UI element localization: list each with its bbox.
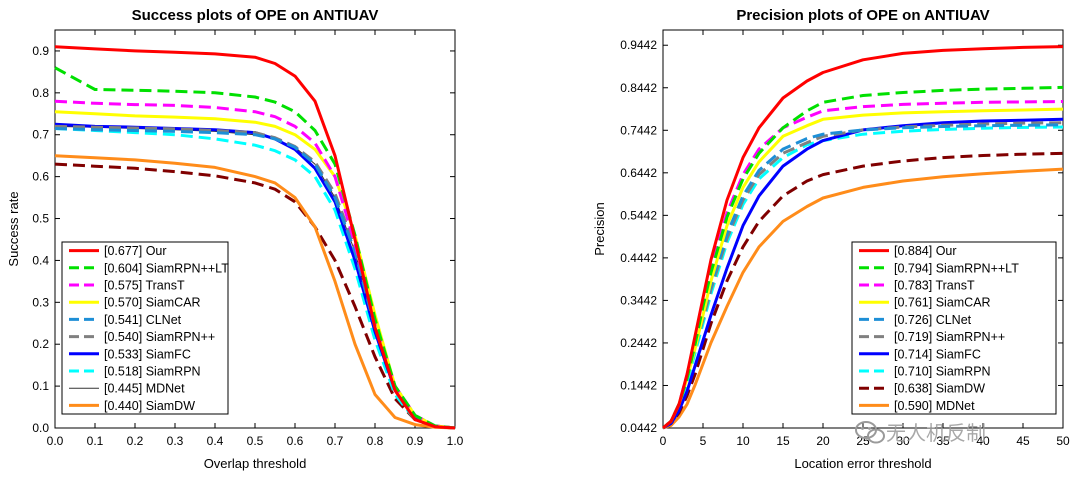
x-axis-label: Overlap threshold [204,456,307,471]
x-tick-label: 0 [660,434,667,448]
watermark: 无人机反制 [855,421,986,445]
legend: [0.677] Our [0.604] SiamRPN++LT [0.575] Tr… [61,241,229,415]
y-tick-label: 0.8442 [620,81,657,95]
series-line-our [54,45,456,430]
x-tick-label: 45 [1016,434,1030,448]
y-tick-label: 0.8 [32,86,49,100]
y-tick-label: 0.1 [32,379,49,393]
chart-title: Success plots of OPE on ANTIUAV [132,7,379,24]
legend-label: [0.884] Our [894,244,957,258]
y-tick-label: 0.1442 [620,378,657,392]
x-tick-label: 20 [816,434,830,448]
x-tick-label: 0.1 [87,434,104,448]
series-group [54,45,456,430]
legend-label: [0.677] Our [104,244,167,258]
x-tick-label: 5 [700,434,707,448]
y-tick-label: 0.7442 [620,123,657,137]
legend-label: [0.761] SiamCAR [894,296,991,310]
legend-label: [0.533] SiamFC [104,347,191,361]
legend-label: [0.783] TransT [894,279,975,293]
series-line-siamfc [662,117,1064,430]
y-tick-label: 0.9 [32,44,49,58]
y-tick-label: 0.9442 [620,38,657,52]
x-tick-label: 0.5 [247,434,264,448]
x-axis-label: Location error threshold [794,456,931,471]
legend-box [61,241,229,415]
x-tick-label: 0.2 [127,434,144,448]
y-tick-label: 0.2442 [620,336,657,350]
legend-label: [0.604] SiamRPN++LT [104,261,229,275]
legend-label: [0.445] MDNet [104,382,185,396]
y-tick-label: 0.6442 [620,166,657,180]
series-line-siamrpn [54,127,456,430]
legend-label: [0.714] SiamFC [894,347,981,361]
x-tick-label: 0.3 [167,434,184,448]
series-group [662,45,1064,430]
wechat-icon [855,421,885,444]
x-tick-label: 40 [976,434,990,448]
legend-label: [0.638] SiamDW [894,382,985,396]
y-tick-label: 0.4442 [620,251,657,265]
series-line-siamdw [54,154,456,430]
y-tick-label: 0.6 [32,170,49,184]
y-tick-label: 0.0 [32,421,49,435]
legend-label: [0.575] TransT [104,279,185,293]
y-tick-label: 0.7 [32,128,49,142]
y-tick-label: 0.3442 [620,293,657,307]
y-axis-label: Precision [592,202,607,255]
x-tick-label: 35 [936,434,950,448]
x-tick-label: 0.4 [207,434,224,448]
series-line-siamrpn-lt [54,66,456,430]
y-tick-label: 0.5 [32,212,49,226]
series-line-mdnet [662,167,1064,430]
x-tick-label: 0.9 [407,434,424,448]
legend-label: [0.570] SiamCAR [104,296,201,310]
x-tick-label: 10 [736,434,750,448]
legend-label: [0.518] SiamRPN [104,365,201,379]
x-tick-label: 1.0 [447,434,464,448]
y-axis-label: Success rate [6,191,21,266]
precision-plot: Precision plots of OPE on ANTIUAV 0 5 10 15 2… [592,7,1070,471]
legend-label: [0.726] CLNet [894,313,972,327]
y-tick-label: 0.3 [32,295,49,309]
x-tick-label: 0.7 [327,434,344,448]
y-tick-label: 0.0442 [620,421,657,435]
legend-label: [0.540] SiamRPN++ [104,330,215,344]
y-tick-label: 0.5442 [620,208,657,222]
series-line-siamdw [662,151,1064,430]
legend-label: [0.590] MDNet [894,399,975,413]
legend: [0.884] Our [0.794] SiamRPN++LT [0.783] Tr… [851,241,1057,415]
x-tick-label: 0.0 [47,434,64,448]
legend-label: [0.794] SiamRPN++LT [894,261,1019,275]
x-tick-label: 0.8 [367,434,384,448]
x-tick-label: 50 [1056,434,1070,448]
legend-label: [0.440] SiamDW [104,399,195,413]
x-tick-label: 0.6 [287,434,304,448]
y-tick-label: 0.4 [32,253,49,267]
legend-label: [0.541] CLNet [104,313,182,327]
watermark-text: 无人机反制 [886,421,986,445]
y-tick-label: 0.2 [32,337,49,351]
x-tick-label: 15 [776,434,790,448]
legend-label: [0.719] SiamRPN++ [894,330,1005,344]
legend-box [851,241,1057,415]
success-plot: Success plots of OPE on ANTIUAV 0.0 0.1 0.2… [6,7,464,471]
series-line-our [662,45,1064,430]
chart-title: Precision plots of OPE on ANTIUAV [736,7,989,24]
legend-label: [0.710] SiamRPN [894,365,991,379]
x-tick-label: 30 [896,434,910,448]
